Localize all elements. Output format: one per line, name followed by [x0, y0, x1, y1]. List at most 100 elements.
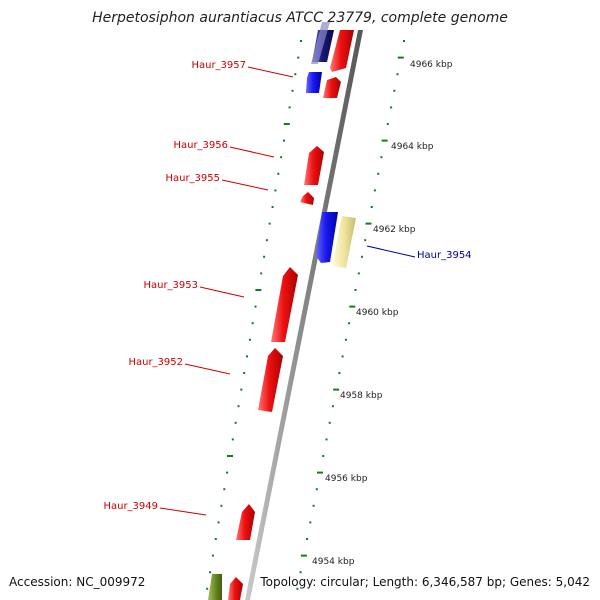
minor-tick: [338, 372, 341, 374]
minor-tick: [291, 89, 294, 92]
minor-tick: [312, 504, 315, 507]
minor-tick: [377, 172, 380, 175]
minor-tick: [246, 355, 248, 358]
gene-olive[interactable]: [208, 574, 222, 600]
minor-tick: [240, 388, 243, 391]
scale-ticks: 4966 kbp 4964 kbp 4962 kbp 4960 kbp 4958…: [312, 60, 453, 567]
minor-tick: [315, 488, 318, 491]
gene-forward-haur-3957[interactable]: [323, 77, 341, 98]
minor-tick: [403, 40, 405, 42]
scale-tick-label: 4956 kbp: [325, 474, 368, 484]
minor-tick: [361, 255, 363, 258]
gene-haur-3956[interactable]: [304, 146, 324, 185]
gene-label-haur-3954[interactable]: Haur_3954: [417, 250, 472, 261]
minor-tick: [380, 156, 383, 159]
minor-tick: [209, 571, 212, 574]
minor-tick: [214, 538, 217, 540]
minor-tick: [322, 455, 325, 457]
minor-tick: [296, 587, 299, 590]
gene-label-haur-3957[interactable]: Haur_3957: [191, 60, 246, 71]
leader-haur-3953: [199, 286, 245, 298]
minor-tick: [297, 56, 300, 59]
gene-label-haur-3949[interactable]: Haur_3949: [103, 501, 158, 512]
minor-tick: [211, 554, 214, 557]
outer-tick-ring: [296, 40, 405, 590]
length-value: 6,346,587 bp: [421, 575, 502, 589]
gene-reverse-near-haur-3954[interactable]: [316, 212, 338, 263]
leader-haur-3956: [229, 146, 275, 158]
gene-label-haur-3952[interactable]: Haur_3952: [128, 357, 183, 368]
gene-reverse-haur-3957[interactable]: [306, 72, 322, 93]
minor-tick: [248, 338, 251, 341]
minor-tick: [386, 123, 389, 125]
topology-label: Topology:: [260, 575, 317, 589]
minor-tick: [237, 405, 240, 408]
scale-tick-label: 4962 kbp: [373, 225, 416, 235]
gene-forward[interactable]: [228, 577, 243, 600]
minor-tick: [331, 405, 334, 408]
leader-haur-3957: [247, 66, 294, 78]
gene-haur-3949[interactable]: [236, 504, 255, 540]
accession-value: NC_009972: [76, 575, 146, 589]
minor-tick: [364, 239, 367, 242]
major-tick: [255, 289, 262, 291]
minor-tick: [294, 73, 297, 76]
topology-value: circular: [320, 575, 365, 589]
major-tick: [283, 123, 290, 125]
major-tick: [381, 139, 388, 142]
major-tick: [349, 305, 356, 308]
gene-haur-3953[interactable]: [271, 267, 298, 342]
map-title: Herpetosiphon aurantiacus ATCC 23779, co…: [92, 10, 508, 26]
minor-tick: [348, 322, 351, 325]
scale-tick-label: 4958 kbp: [340, 391, 383, 401]
minor-tick: [234, 421, 237, 424]
scale-tick-label: 4964 kbp: [391, 142, 434, 152]
gene-haur-3955[interactable]: [300, 192, 314, 205]
genome-summary: Topology: circular; Length: 6,346,587 bp…: [260, 575, 590, 589]
minor-tick: [280, 156, 283, 159]
gene-forward[interactable]: [330, 30, 354, 72]
gene-labels: Haur_3957 Haur_3956 Haur_3955 Haur_3954 …: [103, 60, 471, 512]
leader-haur-3949: [159, 507, 207, 516]
minor-tick: [299, 571, 302, 574]
gene-label-haur-3956[interactable]: Haur_3956: [173, 140, 228, 151]
label-leaders: [159, 66, 416, 516]
minor-tick: [328, 421, 331, 424]
gene-label-haur-3955[interactable]: Haur_3955: [165, 173, 220, 184]
minor-tick: [217, 521, 220, 524]
gene-label-haur-3953[interactable]: Haur_3953: [143, 280, 198, 291]
major-tick: [227, 455, 233, 457]
minor-tick: [357, 272, 360, 275]
minor-tick: [274, 189, 277, 192]
minor-tick: [306, 538, 309, 540]
minor-tick: [271, 206, 274, 208]
major-tick: [300, 554, 307, 557]
inner-tick-ring: [206, 40, 302, 590]
minor-tick: [396, 73, 399, 76]
gene-features: [208, 22, 356, 600]
accession-info: Accession: NC_009972: [9, 575, 145, 589]
minor-tick: [341, 355, 344, 358]
minor-tick: [263, 255, 266, 258]
minor-tick: [206, 587, 209, 590]
minor-tick: [344, 338, 347, 341]
minor-tick: [268, 222, 271, 225]
gene-reverse[interactable]: [311, 22, 330, 64]
scale-tick-label: 4966 kbp: [410, 60, 453, 70]
scale-tick-label: 4954 kbp: [312, 557, 355, 567]
major-tick: [365, 222, 372, 225]
minor-tick: [220, 504, 223, 507]
length-label: Length:: [372, 575, 419, 589]
minor-tick: [226, 471, 229, 474]
minor-tick: [254, 305, 257, 308]
minor-tick: [373, 189, 376, 192]
gene-haur-3952[interactable]: [258, 348, 283, 412]
accession-label: Accession:: [9, 575, 73, 589]
minor-tick: [251, 322, 254, 325]
genes-label: Genes:: [509, 575, 552, 589]
leader-haur-3954: [366, 245, 416, 258]
minor-tick: [260, 272, 263, 275]
minor-tick: [243, 372, 246, 374]
genes-value: 5,042: [555, 575, 590, 589]
gene-haur-3954[interactable]: [332, 216, 356, 268]
